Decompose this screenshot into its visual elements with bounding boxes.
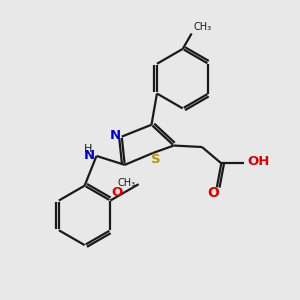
Text: N: N bbox=[110, 129, 121, 142]
Text: OH: OH bbox=[247, 155, 270, 168]
Text: H: H bbox=[84, 144, 92, 154]
Text: O: O bbox=[207, 185, 219, 200]
Text: CH₃: CH₃ bbox=[118, 178, 136, 188]
Text: S: S bbox=[151, 153, 160, 166]
Text: CH₃: CH₃ bbox=[193, 22, 211, 32]
Text: N: N bbox=[84, 149, 95, 162]
Text: O: O bbox=[111, 186, 122, 199]
